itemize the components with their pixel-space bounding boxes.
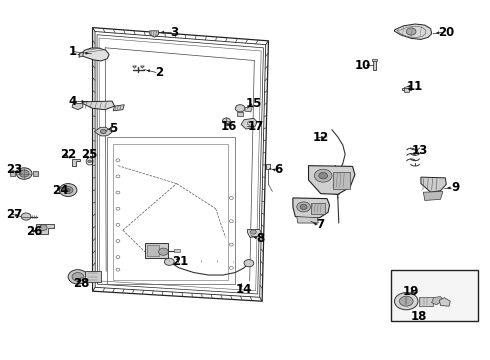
Bar <box>419 297 433 306</box>
Bar <box>333 172 350 189</box>
Polygon shape <box>394 24 432 40</box>
Circle shape <box>406 28 416 35</box>
Text: 8: 8 <box>256 231 265 244</box>
Bar <box>371 59 377 61</box>
Circle shape <box>66 189 70 192</box>
Bar <box>237 112 243 116</box>
Polygon shape <box>78 48 109 61</box>
Text: 15: 15 <box>245 98 262 111</box>
Polygon shape <box>72 159 80 166</box>
Text: 14: 14 <box>236 283 252 296</box>
Circle shape <box>21 213 31 220</box>
Circle shape <box>59 184 77 197</box>
Polygon shape <box>150 31 159 37</box>
Bar <box>312 203 325 214</box>
Polygon shape <box>423 192 443 201</box>
Circle shape <box>394 293 418 310</box>
Text: 10: 10 <box>355 59 371 72</box>
Bar <box>373 59 376 69</box>
Text: 12: 12 <box>313 131 329 144</box>
Text: 19: 19 <box>403 285 419 298</box>
Polygon shape <box>245 107 252 112</box>
Text: 26: 26 <box>26 225 42 238</box>
Polygon shape <box>33 171 38 176</box>
Circle shape <box>100 130 106 134</box>
Text: 2: 2 <box>155 66 164 79</box>
Polygon shape <box>10 171 15 176</box>
Text: 28: 28 <box>73 277 90 290</box>
Bar <box>391 270 478 320</box>
Text: 6: 6 <box>274 163 282 176</box>
Text: 17: 17 <box>247 121 264 134</box>
Circle shape <box>297 202 311 212</box>
Circle shape <box>16 168 32 179</box>
Polygon shape <box>95 127 112 136</box>
Text: 23: 23 <box>6 163 23 176</box>
Circle shape <box>399 296 413 306</box>
Bar <box>147 245 159 256</box>
Circle shape <box>319 172 328 179</box>
Polygon shape <box>297 217 318 223</box>
Circle shape <box>72 273 84 281</box>
Polygon shape <box>247 229 261 237</box>
Text: 3: 3 <box>170 26 178 39</box>
Polygon shape <box>72 104 83 110</box>
Polygon shape <box>421 177 446 192</box>
Polygon shape <box>440 298 450 306</box>
Circle shape <box>328 179 333 183</box>
Text: 4: 4 <box>69 95 77 108</box>
Polygon shape <box>309 166 355 194</box>
Bar <box>267 163 270 169</box>
Text: 20: 20 <box>438 26 454 39</box>
Polygon shape <box>141 66 145 68</box>
Text: 1: 1 <box>69 45 77 58</box>
Polygon shape <box>79 51 84 57</box>
Polygon shape <box>36 224 54 234</box>
Text: 18: 18 <box>410 310 427 324</box>
Polygon shape <box>241 118 257 129</box>
Circle shape <box>222 118 230 124</box>
Text: 9: 9 <box>451 181 459 194</box>
Bar <box>113 144 228 280</box>
Polygon shape <box>133 66 137 68</box>
Text: 27: 27 <box>6 208 23 221</box>
Circle shape <box>88 160 92 163</box>
Bar <box>402 88 411 90</box>
Text: 11: 11 <box>407 80 423 93</box>
Polygon shape <box>113 105 124 111</box>
Bar <box>145 243 168 258</box>
Circle shape <box>68 270 88 284</box>
Polygon shape <box>293 198 330 219</box>
Circle shape <box>300 204 307 210</box>
Text: 21: 21 <box>172 255 189 268</box>
Circle shape <box>235 105 245 112</box>
Circle shape <box>39 225 47 230</box>
Circle shape <box>250 230 256 234</box>
Circle shape <box>63 186 73 194</box>
Circle shape <box>164 258 174 265</box>
Text: 24: 24 <box>52 184 69 197</box>
Polygon shape <box>432 297 443 305</box>
Text: 7: 7 <box>317 218 325 231</box>
Text: 25: 25 <box>81 148 98 161</box>
Text: 16: 16 <box>221 120 238 133</box>
Text: 22: 22 <box>60 148 76 161</box>
Bar <box>404 88 409 92</box>
Bar <box>174 249 180 252</box>
Circle shape <box>159 248 168 255</box>
Circle shape <box>19 170 29 177</box>
Text: 5: 5 <box>109 122 117 135</box>
Text: 13: 13 <box>412 144 428 157</box>
Circle shape <box>315 169 332 182</box>
Polygon shape <box>83 101 115 110</box>
Bar <box>85 271 101 282</box>
Circle shape <box>244 260 254 267</box>
